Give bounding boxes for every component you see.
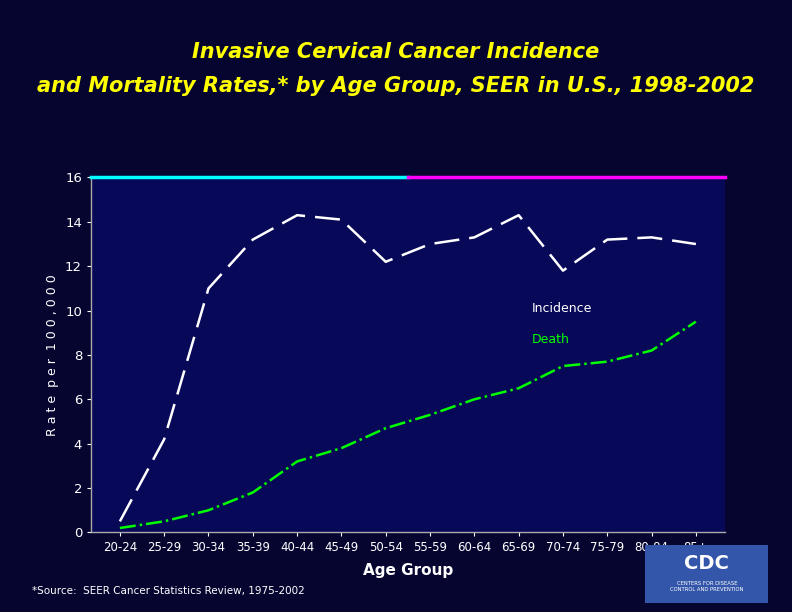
Text: Invasive Cervical Cancer Incidence: Invasive Cervical Cancer Incidence — [192, 42, 600, 62]
Text: Death: Death — [531, 332, 569, 346]
Text: and Mortality Rates,* by Age Group, SEER in U.S., 1998-2002: and Mortality Rates,* by Age Group, SEER… — [37, 76, 755, 95]
Text: CENTERS FOR DISEASE
CONTROL AND PREVENTION: CENTERS FOR DISEASE CONTROL AND PREVENTI… — [670, 581, 744, 592]
Text: Incidence: Incidence — [531, 302, 592, 315]
Text: *Source:  SEER Cancer Statistics Review, 1975-2002: *Source: SEER Cancer Statistics Review, … — [32, 586, 304, 595]
Text: CDC: CDC — [684, 554, 729, 573]
X-axis label: Age Group: Age Group — [363, 563, 453, 578]
Y-axis label: R a t e  p e r  1 0 0 , 0 0 0: R a t e p e r 1 0 0 , 0 0 0 — [47, 274, 59, 436]
